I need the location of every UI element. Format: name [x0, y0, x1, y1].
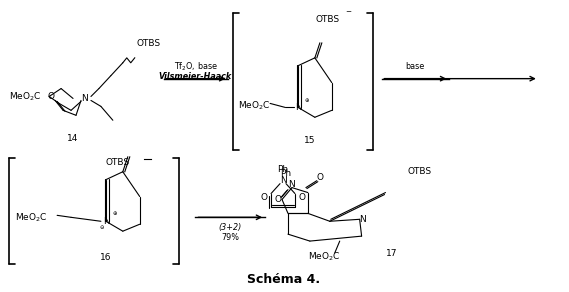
Text: N: N: [295, 103, 302, 112]
Text: base: base: [406, 62, 425, 71]
Text: Tf$_2$O, base: Tf$_2$O, base: [174, 60, 217, 73]
Text: N: N: [104, 217, 110, 226]
Text: O: O: [316, 173, 323, 182]
Text: OTBS: OTBS: [407, 167, 431, 176]
Text: O: O: [274, 195, 282, 204]
Text: $^{\oplus}$: $^{\oplus}$: [304, 97, 310, 106]
Text: O: O: [261, 193, 267, 202]
Text: Vilsmeier-Haack: Vilsmeier-Haack: [159, 72, 232, 81]
Text: MeO$_2$C: MeO$_2$C: [238, 99, 271, 112]
Text: MeO$_2$C: MeO$_2$C: [15, 211, 48, 224]
Text: O: O: [298, 193, 306, 202]
Text: Ph: Ph: [278, 165, 288, 174]
Text: OTBS: OTBS: [316, 15, 340, 24]
Text: N: N: [359, 215, 366, 224]
Text: 14: 14: [67, 133, 79, 142]
Text: N: N: [81, 94, 88, 103]
Text: OTBS: OTBS: [137, 39, 161, 48]
Text: $^{\oplus}$: $^{\oplus}$: [112, 211, 118, 220]
Text: OTBS: OTBS: [106, 158, 130, 167]
Text: MeO$_2$C: MeO$_2$C: [9, 90, 42, 103]
Text: $^{-}$: $^{-}$: [345, 9, 352, 19]
Text: 15: 15: [304, 135, 316, 145]
Text: MeO$_2$C: MeO$_2$C: [308, 251, 340, 263]
Text: $^{\ominus}$: $^{\ominus}$: [99, 225, 105, 234]
Text: (3+2): (3+2): [218, 223, 242, 232]
Text: 79%: 79%: [221, 233, 240, 241]
Text: N: N: [279, 176, 286, 185]
Text: O: O: [48, 92, 55, 101]
Text: 17: 17: [386, 249, 397, 258]
Text: N: N: [288, 180, 295, 189]
Text: Ph: Ph: [280, 169, 291, 178]
Text: 16: 16: [100, 253, 112, 263]
Text: Schéma 4.: Schéma 4.: [248, 273, 320, 286]
